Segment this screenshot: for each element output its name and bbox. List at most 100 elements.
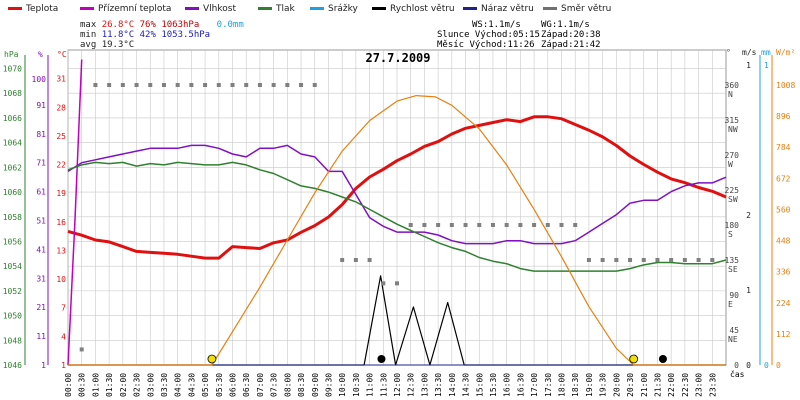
temp-tick-label: 25: [56, 132, 66, 141]
x-tick-label: 12:00: [393, 373, 402, 397]
wind-direction-point: [189, 83, 194, 87]
dir-compass-label: S: [728, 230, 733, 239]
stats-max-rain: 0.0mm: [216, 20, 244, 30]
wind-direction-point: [93, 83, 98, 87]
dir-compass-label: NW: [728, 125, 738, 134]
pct-tick-label: 81: [36, 130, 46, 139]
series-layer: [67, 59, 727, 366]
wind-direction-point: [669, 258, 674, 262]
wind-direction-point: [449, 223, 454, 227]
wind-direction-point: [79, 347, 84, 352]
stats-min-humidity: 42%: [139, 30, 156, 40]
dir-tick-label: 0: [734, 361, 739, 370]
x-tick-label: 14:00: [448, 373, 457, 397]
wind-direction-point: [120, 83, 125, 87]
x-tick-label: 17:30: [544, 373, 553, 397]
sun-tick-label: 672: [776, 174, 791, 183]
legend-item-temperature: Teplota: [8, 4, 58, 14]
x-tick-label: 11:30: [379, 373, 388, 397]
x-tick-label: 10:00: [338, 373, 347, 397]
hpa-tick-label: 1050: [3, 312, 22, 321]
legend-item-humidity: Vlhkost: [185, 4, 236, 14]
hpa-tick-label: 1054: [3, 262, 22, 271]
legend-label: Přízemní teplota: [98, 4, 172, 14]
x-tick-label: 09:00: [311, 373, 320, 397]
x-tick-label: 08:00: [283, 373, 292, 397]
x-tick-label: 00:00: [64, 373, 73, 397]
wind-direction-point: [628, 258, 633, 262]
temp-tick-label: 4: [61, 332, 66, 341]
hpa-tick-label: 1058: [3, 213, 22, 222]
sun-axis-label: W/m²: [776, 48, 795, 57]
x-tick-label: 18:30: [571, 373, 580, 397]
legend-swatch: [80, 7, 94, 10]
legend-label: Směr větru: [561, 4, 612, 14]
wind-direction-point: [490, 223, 495, 227]
mm-axis-label: mm: [761, 48, 771, 57]
x-tick-label: 20:00: [612, 373, 621, 397]
legend-label: Tlak: [276, 4, 295, 14]
x-tick-label: 19:00: [585, 373, 594, 397]
x-tick-label: 05:00: [201, 373, 210, 397]
wind-direction-point: [641, 258, 646, 262]
dir-axis-label: °: [726, 48, 731, 57]
dir-compass-label: E: [728, 300, 733, 309]
series-line-teplota: [67, 115, 727, 260]
temp-tick-label: 28: [56, 103, 66, 112]
wind-direction-point: [573, 223, 578, 227]
dir-tick-label: 315: [725, 116, 740, 125]
x-tick-label: 23:00: [695, 373, 704, 397]
stats-min-pressure: 1053.5hPa: [161, 30, 211, 40]
temp-tick-label: 22: [56, 161, 66, 170]
x-tick-label: 22:00: [667, 373, 676, 397]
x-tick-label: 09:30: [324, 373, 333, 397]
wind-direction-point: [518, 223, 523, 227]
wind-direction-point: [545, 223, 550, 227]
x-tick-label: 16:00: [503, 373, 512, 397]
grid: [67, 49, 727, 366]
wind-direction-point: [299, 83, 304, 87]
pct-tick-label: 51: [36, 217, 46, 226]
wind-direction-point: [559, 223, 564, 227]
wind-direction-point: [655, 258, 660, 262]
temp-tick-label: 19: [56, 189, 66, 198]
wind-direction-point: [436, 223, 441, 227]
wind-direction-point: [134, 83, 139, 87]
temp-tick-label: 31: [56, 75, 66, 84]
wind-direction-point: [600, 258, 605, 262]
sun-rise: Slunce Východ:05:15: [437, 30, 540, 40]
wind-direction-point: [257, 83, 262, 87]
x-tick-label: 07:30: [270, 373, 279, 397]
wind-direction-point: [395, 281, 399, 286]
wind-direction-point: [244, 83, 249, 87]
moon-set: Západ:21:42: [541, 40, 601, 50]
dir-compass-label: SW: [728, 195, 738, 204]
ms-axis-label: m/s: [742, 48, 757, 57]
pct-tick-label: 61: [36, 188, 46, 197]
pct-tick-label: 11: [36, 332, 46, 341]
dir-tick-label: 135: [725, 256, 740, 265]
chart-title: 27.7.2009: [365, 51, 430, 65]
pct-tick-label: 100: [32, 75, 47, 84]
wind-direction-point: [175, 83, 180, 87]
pct-tick-label: 21: [36, 303, 46, 312]
legend-swatch: [258, 7, 272, 10]
hpa-tick-label: 1064: [3, 139, 22, 148]
sun-marker: [629, 354, 639, 364]
wind-direction-point: [710, 258, 715, 262]
hpa-tick-label: 1060: [3, 188, 22, 197]
x-tick-label: 00:30: [78, 373, 87, 397]
pct-tick-label: 41: [36, 245, 46, 254]
wind-direction-point: [614, 258, 619, 262]
dir-compass-label: NE: [728, 335, 738, 344]
stats-max-temp: 26.8°C: [101, 20, 135, 30]
legend-item-wind-gust: Náraz větru: [463, 4, 534, 14]
x-tick-label: 13:00: [420, 373, 429, 397]
x-tick-label: 02:30: [133, 373, 142, 397]
series-line-slune-n-svit: [68, 94, 726, 366]
x-tick-label: 05:30: [215, 373, 224, 397]
series-line-tlak: [67, 161, 727, 272]
sun-tick-label: 1008: [776, 81, 795, 90]
wind-direction-point: [696, 258, 701, 262]
